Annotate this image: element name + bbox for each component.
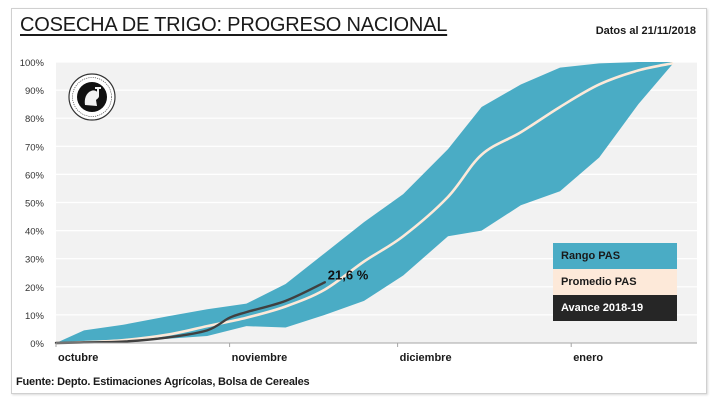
legend-item-promedio-pas: Promedio PAS — [553, 269, 677, 295]
y-tick-label: 40% — [25, 227, 45, 238]
series-line-promedio-pas — [54, 62, 674, 345]
data-label-avance: 21,6 % — [328, 267, 369, 282]
y-tick-label: 80% — [25, 114, 45, 125]
x-tick-label: diciembre — [400, 352, 452, 364]
x-tick-label: enero — [573, 352, 603, 364]
chart-title: COSECHA DE TRIGO: PROGRESO NACIONAL — [20, 14, 448, 36]
y-tick-label: 50% — [25, 199, 45, 210]
data-date-label: Datos al 21/11/2018 — [595, 25, 696, 37]
legend-item-avance: Avance 2018-19 — [553, 295, 677, 321]
y-tick-label: 30% — [25, 255, 45, 266]
y-tick-label: 20% — [25, 283, 45, 294]
x-tick-label: octubre — [58, 352, 98, 364]
series-line-avance — [54, 281, 326, 345]
y-tick-label: 60% — [25, 170, 45, 181]
institution-seal-icon — [68, 73, 116, 121]
y-tick-label: 70% — [25, 142, 45, 153]
x-tick-label: noviembre — [232, 352, 288, 364]
legend-item-rango-pas: Rango PAS — [553, 243, 677, 269]
chart-legend: Rango PAS Promedio PAS Avance 2018-19 — [553, 243, 677, 321]
y-tick-label: 100% — [20, 58, 45, 69]
y-tick-label: 10% — [25, 311, 45, 322]
source-note: Fuente: Depto. Estimaciones Agrícolas, B… — [16, 376, 310, 388]
y-tick-label: 90% — [25, 86, 45, 97]
y-tick-label: 0% — [30, 339, 44, 350]
series-band-rango-pas — [56, 62, 672, 343]
